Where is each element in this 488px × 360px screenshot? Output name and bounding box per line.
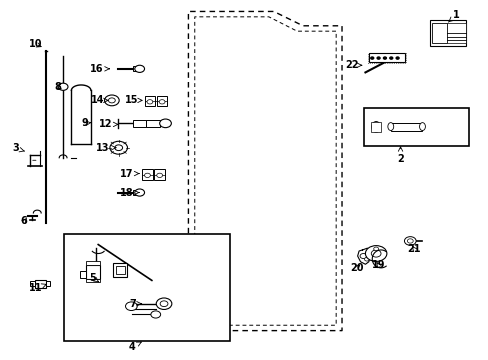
Text: 17: 17 [120,168,139,179]
Text: 19: 19 [371,260,385,270]
Text: 4: 4 [129,342,141,352]
Circle shape [58,83,68,90]
Bar [390,123,422,131]
Text: 15: 15 [124,95,142,105]
Bar [80,271,86,278]
Circle shape [104,95,119,106]
Text: 10: 10 [29,40,42,49]
Bar [64,234,229,341]
Circle shape [373,247,378,251]
Circle shape [151,311,160,318]
Text: 22: 22 [345,60,361,70]
Circle shape [135,189,144,196]
Bar [116,266,124,274]
Text: 7: 7 [129,299,141,309]
Bar [367,53,406,63]
Circle shape [160,301,167,307]
Circle shape [389,57,392,59]
Circle shape [404,237,415,245]
Circle shape [157,173,162,177]
Bar [35,280,45,288]
Bar [113,263,127,277]
Bar [86,261,100,265]
Bar [86,279,100,282]
Circle shape [365,246,386,261]
Circle shape [110,141,127,154]
Bar [446,23,466,43]
Bar [45,282,50,286]
Bar [431,23,446,43]
Bar [133,66,142,71]
Text: 3: 3 [12,143,24,153]
Text: 5: 5 [89,273,99,283]
Circle shape [370,250,380,257]
Bar [133,120,145,127]
Text: 21: 21 [407,244,420,254]
Circle shape [115,145,122,150]
Circle shape [159,119,171,128]
Ellipse shape [387,123,393,131]
Circle shape [144,173,150,177]
Ellipse shape [371,122,380,132]
Circle shape [359,253,366,258]
Text: 18: 18 [120,188,139,198]
Circle shape [125,302,137,311]
Bar [30,282,35,286]
Bar [144,96,155,107]
Circle shape [364,257,368,261]
Bar [154,169,164,180]
Text: 1: 1 [447,10,459,22]
Text: 14: 14 [90,95,108,105]
Circle shape [159,100,164,104]
Circle shape [370,57,373,59]
Circle shape [108,98,115,103]
Circle shape [135,65,144,72]
Text: 6: 6 [20,216,27,226]
Text: 9: 9 [81,118,91,128]
Ellipse shape [419,123,425,131]
Circle shape [147,100,153,104]
Bar [133,190,142,195]
Bar [368,53,405,62]
Bar [142,169,153,180]
Text: 20: 20 [349,263,363,273]
Text: 11: 11 [29,283,46,293]
Text: 16: 16 [90,64,109,74]
Circle shape [407,239,412,243]
Text: 8: 8 [55,82,61,92]
Bar [363,108,468,146]
Bar [157,96,167,107]
Text: 2: 2 [396,147,403,164]
Circle shape [395,57,398,59]
Circle shape [383,57,386,59]
Text: 13: 13 [96,143,116,153]
Bar [429,21,466,45]
Circle shape [156,298,171,310]
Bar [86,265,100,279]
Circle shape [376,57,379,59]
Text: 12: 12 [99,120,118,129]
Bar [370,122,380,132]
Bar [145,120,160,127]
